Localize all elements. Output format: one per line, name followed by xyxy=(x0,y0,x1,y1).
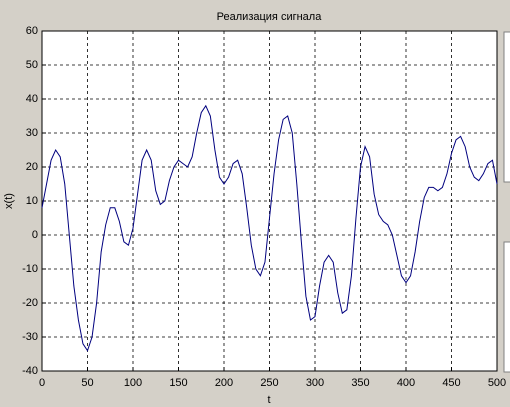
x-tick-label: 200 xyxy=(215,377,233,389)
side-panel xyxy=(503,241,510,373)
y-tick-label: -10 xyxy=(22,263,38,275)
x-tick-label: 250 xyxy=(260,377,278,389)
y-tick-label: -20 xyxy=(22,297,38,309)
x-tick-label: 400 xyxy=(397,377,415,389)
y-tick-label: 60 xyxy=(26,25,38,37)
x-tick-label: 50 xyxy=(81,377,93,389)
x-tick-label: 350 xyxy=(351,377,369,389)
side-panel xyxy=(503,31,510,183)
y-tick-label: 0 xyxy=(32,229,38,241)
x-tick-label: 300 xyxy=(306,377,324,389)
chart-title: Реализация сигнала xyxy=(217,11,323,23)
x-tick-label: 450 xyxy=(442,377,460,389)
series-line xyxy=(41,104,498,352)
x-tick-label: 150 xyxy=(169,377,187,389)
x-axis-label: t xyxy=(267,394,270,406)
y-tick-label: 20 xyxy=(26,161,38,173)
x-tick-label: 500 xyxy=(488,377,506,389)
y-tick-label: -40 xyxy=(22,365,38,377)
y-tick-label: 30 xyxy=(26,127,38,139)
y-tick-label: 10 xyxy=(26,195,38,207)
axes-box xyxy=(41,30,498,372)
x-tick-label: 100 xyxy=(124,377,142,389)
x-tick-label: 0 xyxy=(39,377,45,389)
y-tick-label: -30 xyxy=(22,331,38,343)
y-tick-label: 50 xyxy=(26,59,38,71)
y-axis-label: x(t) xyxy=(3,193,15,209)
y-tick-label: 40 xyxy=(26,93,38,105)
